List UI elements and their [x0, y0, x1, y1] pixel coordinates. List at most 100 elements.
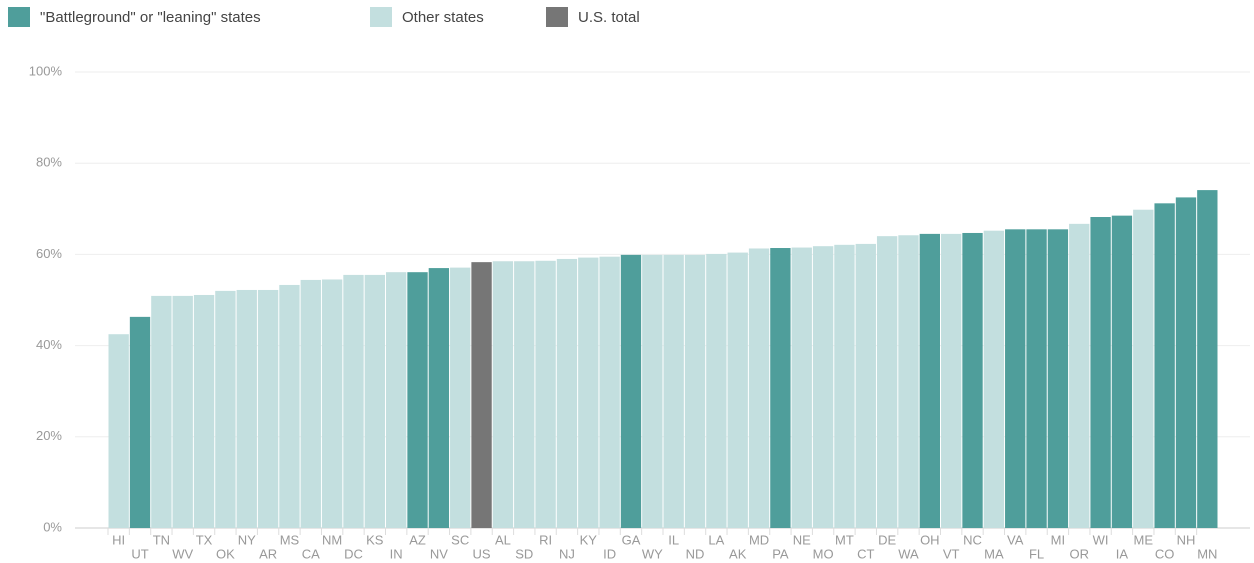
bar [1154, 203, 1175, 528]
x-tick-label: FL [1029, 546, 1044, 561]
x-tick-label: VT [943, 546, 960, 561]
x-tick-label: WI [1093, 532, 1109, 547]
x-tick-label: PA [772, 546, 789, 561]
x-tick-label: OK [216, 546, 235, 561]
x-tick-label: DC [344, 546, 363, 561]
bar [129, 316, 151, 528]
bar [386, 272, 407, 528]
x-tick-label: RI [539, 532, 552, 547]
x-tick-label: NV [430, 546, 448, 561]
bar [257, 289, 279, 528]
x-tick-label: LA [708, 532, 724, 547]
x-tick-label: IA [1116, 546, 1129, 561]
bar [941, 233, 962, 528]
x-tick-label: NC [963, 532, 982, 547]
bar [876, 236, 898, 528]
bar [706, 253, 727, 528]
x-tick-label: SD [515, 546, 533, 561]
x-tick-label: MN [1197, 546, 1217, 561]
x-tick-label: GA [622, 532, 641, 547]
y-tick-label: 40% [36, 337, 62, 352]
x-tick-label: MI [1051, 532, 1065, 547]
x-tick-label: CO [1155, 546, 1175, 561]
bar [642, 254, 663, 528]
bar [578, 257, 599, 528]
bar [428, 268, 450, 528]
x-tick-label: UT [131, 546, 148, 561]
bar [919, 233, 940, 528]
x-tick-label: AZ [409, 532, 426, 547]
x-tick-label: WA [898, 546, 919, 561]
x-tick-label: ND [686, 546, 705, 561]
x-tick-label: NH [1177, 532, 1196, 547]
bar [108, 334, 129, 528]
x-tick-label: MS [280, 532, 300, 547]
bar [1069, 223, 1090, 528]
y-tick-label: 100% [29, 63, 63, 78]
x-tick-label: OH [920, 532, 940, 547]
bar [514, 261, 535, 528]
x-tick-label: HI [112, 532, 125, 547]
x-tick-label: WY [642, 546, 663, 561]
legend-label: Other states [402, 9, 484, 26]
x-tick-label: NY [238, 532, 256, 547]
y-tick-label: 0% [43, 519, 62, 534]
bar [599, 256, 620, 528]
bar [1047, 229, 1069, 528]
x-tick-label: KS [366, 532, 384, 547]
x-tick-label: MT [835, 532, 854, 547]
x-tick-label: MO [813, 546, 834, 561]
bar [962, 232, 983, 528]
bar [1026, 229, 1047, 528]
x-tick-label: US [473, 546, 491, 561]
legend-label: "Battleground" or "leaning" states [40, 9, 261, 26]
bar [791, 247, 812, 528]
bar [855, 243, 876, 529]
x-tick-label: AK [729, 546, 747, 561]
bar [535, 260, 556, 528]
bar [364, 274, 385, 528]
x-tick-label: DE [878, 532, 896, 547]
bar [300, 279, 321, 528]
bar [770, 248, 791, 529]
y-tick-label: 60% [36, 246, 62, 261]
x-tick-label: WV [172, 546, 193, 561]
legend-swatch [370, 7, 392, 27]
x-tick-label: CA [302, 546, 320, 561]
x-tick-label: NM [322, 532, 342, 547]
x-tick-label: MD [749, 532, 769, 547]
x-tick-label: TN [153, 532, 170, 547]
bar [727, 252, 748, 529]
x-tick-label: MA [984, 546, 1004, 561]
bar [834, 244, 855, 528]
bar [450, 267, 471, 528]
bar [193, 294, 215, 528]
bar [279, 284, 300, 528]
bar [1133, 209, 1154, 528]
bar [684, 254, 706, 528]
bar [663, 254, 684, 528]
bar [236, 289, 257, 528]
legend-swatch [8, 7, 30, 27]
bar [321, 279, 343, 528]
x-tick-label: NJ [559, 546, 575, 561]
x-tick-label: IN [390, 546, 403, 561]
bar [898, 235, 919, 529]
bar [471, 262, 492, 528]
y-tick-label: 80% [36, 155, 62, 170]
bar [983, 230, 1005, 529]
bar [1111, 215, 1133, 528]
x-tick-label: OR [1070, 546, 1090, 561]
legend-swatch [546, 7, 568, 27]
x-tick-label: AR [259, 546, 277, 561]
bar [1175, 197, 1197, 528]
bar [1005, 229, 1026, 528]
x-tick-label: ME [1134, 532, 1154, 547]
x-tick-label: AL [495, 532, 511, 547]
x-tick-label: NE [793, 532, 811, 547]
x-tick-label: TX [196, 532, 213, 547]
bar [1090, 217, 1111, 528]
x-tick-label: VA [1007, 532, 1024, 547]
bar [812, 246, 834, 528]
bar [407, 272, 428, 528]
